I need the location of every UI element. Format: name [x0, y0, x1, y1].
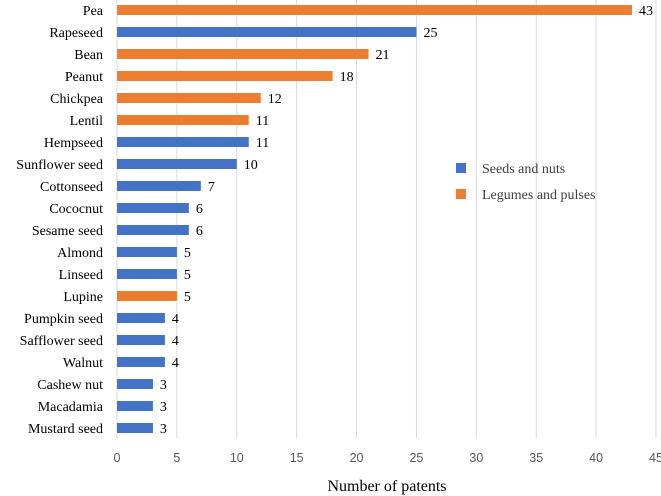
- bar: [117, 71, 333, 81]
- data-label: 43: [639, 4, 653, 19]
- x-tick-label: 0: [114, 451, 121, 465]
- bar: [117, 137, 249, 147]
- x-tick-label: 45: [649, 451, 661, 465]
- x-axis-title: Number of patents: [327, 478, 446, 495]
- bar: [117, 27, 417, 37]
- bar: [117, 5, 633, 15]
- legend-swatch: [456, 163, 466, 173]
- bar: [117, 181, 201, 191]
- bar: [117, 335, 165, 345]
- data-label: 3: [160, 378, 167, 393]
- bar: [117, 159, 237, 169]
- category-label: Cottonseed: [40, 180, 103, 195]
- data-label: 21: [376, 48, 390, 63]
- data-label: 25: [423, 26, 437, 41]
- gridlines: [116, 0, 657, 438]
- legend-label: Legumes and pulses: [482, 188, 596, 203]
- bar: [117, 225, 189, 235]
- category-label: Lupine: [63, 290, 103, 305]
- category-label: Cococnut: [49, 202, 103, 217]
- x-tick-label: 35: [529, 451, 543, 465]
- bar: [117, 115, 249, 125]
- x-tick-label: 5: [173, 451, 180, 465]
- data-label: 6: [196, 202, 203, 217]
- data-label: 5: [184, 268, 191, 283]
- legend-swatch: [456, 189, 466, 199]
- bar: [117, 93, 261, 103]
- category-label: Linseed: [59, 268, 103, 283]
- data-label: 11: [256, 136, 269, 151]
- legend-label: Seeds and nuts: [482, 162, 565, 177]
- data-label: 10: [244, 158, 258, 173]
- category-label: Macadamia: [38, 400, 104, 415]
- category-label: Chickpea: [50, 92, 104, 107]
- category-label: Cashew nut: [37, 378, 103, 393]
- bar: [117, 313, 165, 323]
- category-label: Almond: [57, 246, 103, 261]
- category-label: Safflower seed: [20, 334, 103, 349]
- category-label: Lentil: [70, 114, 104, 129]
- x-tick-label: 25: [409, 451, 423, 465]
- bar: [117, 379, 153, 389]
- category-label: Hempseed: [44, 136, 103, 151]
- category-label: Sesame seed: [32, 224, 103, 239]
- bar: [117, 247, 177, 257]
- legend: Seeds and nuts Legumes and pulses: [456, 162, 596, 203]
- category-label: Pea: [83, 4, 104, 19]
- bar: [117, 49, 369, 59]
- category-label: Walnut: [63, 356, 103, 371]
- data-label: 3: [160, 400, 167, 415]
- data-label: 18: [340, 70, 354, 85]
- bar: [117, 291, 177, 301]
- category-label: Mustard seed: [28, 422, 103, 437]
- data-label: 5: [184, 290, 191, 305]
- data-label: 3: [160, 422, 167, 437]
- x-tick-label: 20: [350, 451, 364, 465]
- category-label: Bean: [74, 48, 103, 63]
- x-tick-labels: 0 5 10 15 20 25 30 35 40 45: [114, 451, 661, 465]
- bar: [117, 401, 153, 411]
- x-tick-label: 15: [290, 451, 304, 465]
- category-label: Peanut: [65, 70, 103, 85]
- category-labels: Pea Rapeseed Bean Peanut Chickpea Lentil Hemps…: [16, 4, 103, 437]
- data-label: 5: [184, 246, 191, 261]
- data-label: 4: [172, 356, 179, 371]
- data-label: 6: [196, 224, 203, 239]
- category-label: Sunflower seed: [16, 158, 103, 173]
- bar: [117, 203, 189, 213]
- x-tick-label: 30: [469, 451, 483, 465]
- bars: [117, 5, 633, 433]
- bar: [117, 423, 153, 433]
- category-label: Pumpkin seed: [24, 312, 103, 327]
- data-label: 4: [172, 312, 179, 327]
- bar: [117, 269, 177, 279]
- x-tick-label: 10: [230, 451, 244, 465]
- data-label: 11: [256, 114, 269, 129]
- data-label: 12: [268, 92, 282, 107]
- bar: [117, 357, 165, 367]
- x-tick-label: 40: [589, 451, 603, 465]
- category-label: Rapeseed: [49, 26, 103, 41]
- data-label: 4: [172, 334, 179, 349]
- data-label: 7: [208, 180, 215, 195]
